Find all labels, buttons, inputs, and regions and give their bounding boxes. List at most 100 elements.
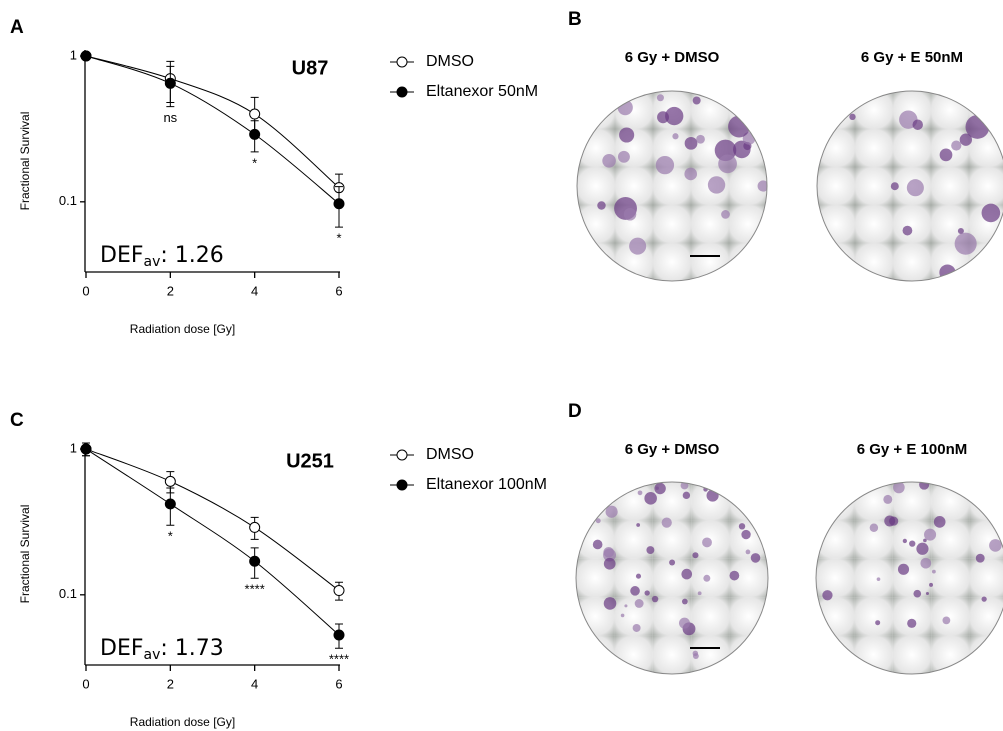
colony	[702, 537, 712, 547]
data-point	[334, 199, 344, 209]
colony	[679, 618, 690, 629]
panel-label: B	[568, 9, 582, 30]
colony	[919, 480, 929, 490]
colony	[630, 586, 640, 596]
colony	[633, 624, 641, 632]
colony	[989, 539, 1002, 552]
colony	[652, 596, 658, 602]
colony	[644, 492, 657, 505]
y-axis-label: Fractional Survival	[18, 112, 32, 211]
data-point	[250, 522, 260, 532]
data-point	[165, 78, 175, 88]
tile	[576, 636, 614, 674]
tile	[653, 636, 691, 674]
tile	[855, 205, 893, 243]
colony	[877, 577, 881, 581]
def-value: : 1.26	[160, 243, 223, 268]
colony	[693, 96, 701, 104]
colony	[619, 127, 634, 142]
colony	[916, 543, 928, 555]
tile	[816, 597, 854, 635]
tile	[691, 243, 729, 281]
colony	[718, 154, 737, 173]
colony	[739, 523, 745, 529]
colony	[602, 154, 616, 168]
colony	[729, 571, 739, 581]
colony	[934, 516, 946, 528]
tile	[816, 636, 854, 674]
tile	[729, 205, 767, 243]
y-tick-label: 1	[70, 47, 77, 62]
def-value: : 1.73	[160, 636, 223, 661]
colony	[684, 168, 697, 181]
x-tick-label: 2	[167, 676, 174, 691]
colony	[698, 591, 702, 595]
page: A0.110246Radiation dose [Gy]Fractional S…	[0, 0, 1003, 731]
tile	[854, 559, 892, 597]
colony	[932, 570, 936, 574]
def-subscript: av	[144, 254, 161, 270]
tile	[729, 243, 767, 281]
y-tick-label: 0.1	[59, 193, 77, 208]
colony	[624, 604, 627, 607]
tile	[577, 91, 615, 129]
tile	[614, 520, 652, 558]
colony	[913, 119, 923, 129]
colony	[942, 616, 950, 624]
tile	[970, 559, 1003, 597]
chart-title: U251	[286, 450, 334, 472]
tile	[614, 636, 652, 674]
data-point	[334, 630, 344, 640]
colony	[654, 483, 665, 494]
figure: A0.110246Radiation dose [Gy]Fractional S…	[0, 0, 1003, 731]
colony	[920, 558, 931, 569]
x-tick-label: 2	[167, 283, 174, 298]
colony	[940, 149, 953, 162]
colony	[636, 523, 640, 527]
colony	[976, 554, 985, 563]
tile	[855, 167, 893, 205]
data-point	[165, 499, 175, 509]
data-point	[81, 51, 91, 61]
tile	[653, 243, 691, 281]
well-image	[816, 480, 1003, 674]
tile	[969, 167, 1003, 205]
fit-line	[86, 449, 339, 635]
tile	[691, 559, 729, 597]
significance-label: *	[336, 231, 341, 246]
tile	[970, 597, 1003, 635]
data-point	[250, 129, 260, 139]
colony	[672, 133, 678, 139]
tile	[893, 205, 931, 243]
colony	[982, 597, 987, 602]
def-label: DEFav: 1.26	[100, 243, 224, 270]
x-axis-label: Radiation dose [Gy]	[130, 715, 235, 729]
colony	[693, 651, 698, 656]
x-tick-label: 0	[82, 283, 89, 298]
tile	[653, 205, 691, 243]
panel-label: C	[10, 410, 24, 431]
tile	[931, 482, 969, 520]
colony	[681, 569, 692, 580]
colony	[898, 564, 909, 575]
data-point	[250, 556, 260, 566]
colony	[604, 558, 616, 570]
colony	[638, 490, 643, 495]
significance-label: *	[168, 529, 173, 544]
colony	[875, 620, 880, 625]
colony	[665, 107, 683, 125]
tile	[931, 597, 969, 635]
tile	[577, 243, 615, 281]
significance-label: ns	[163, 110, 177, 125]
colony	[662, 518, 672, 528]
tile	[730, 636, 768, 674]
x-tick-label: 6	[335, 283, 342, 298]
colony	[646, 546, 654, 554]
colony	[692, 552, 698, 558]
def-text: DEF	[100, 243, 144, 268]
x-tick-label: 4	[251, 676, 258, 691]
colony	[924, 529, 936, 541]
tile	[691, 597, 729, 635]
colony	[891, 182, 899, 190]
colony	[708, 176, 725, 193]
